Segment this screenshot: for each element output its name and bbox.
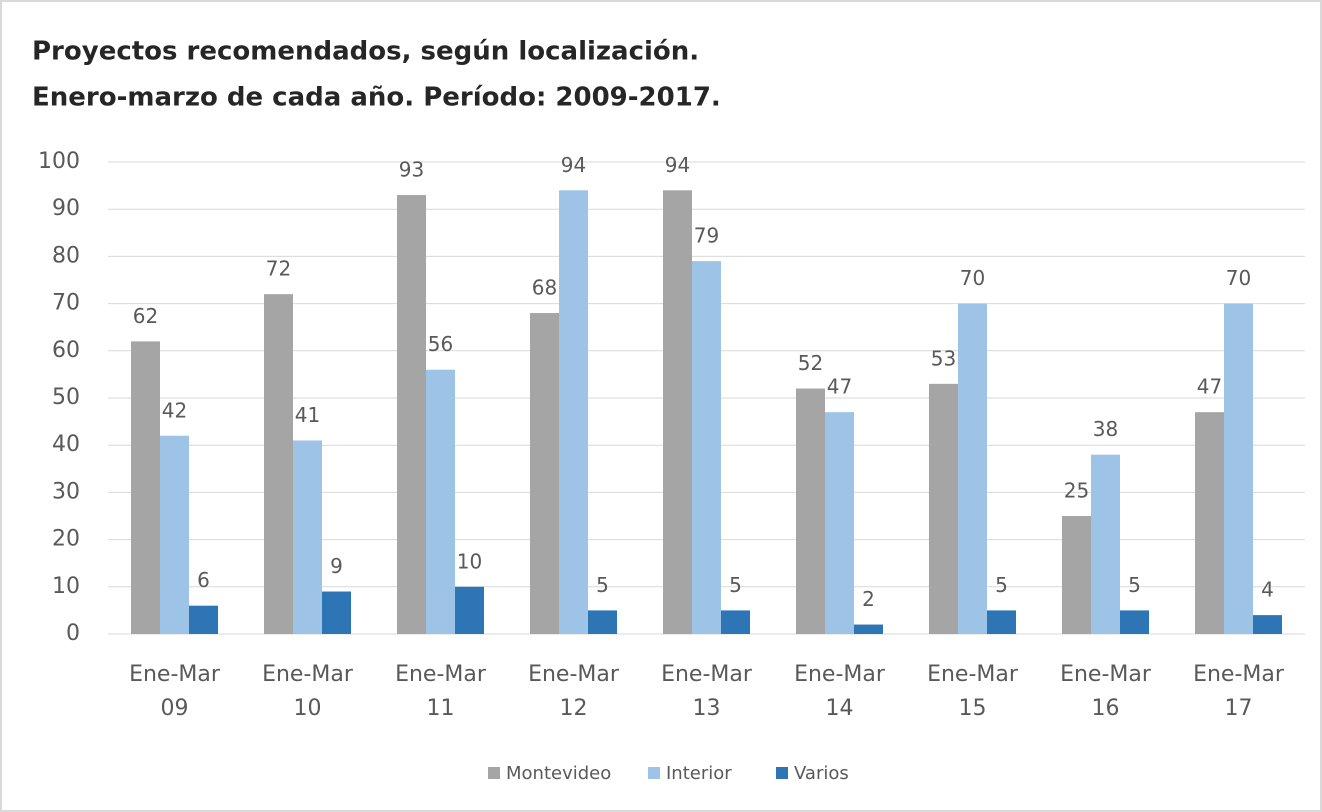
- data-label: 2: [862, 587, 875, 611]
- y-tick-label: 50: [52, 385, 80, 410]
- y-tick-label: 70: [52, 291, 80, 316]
- x-tick-label: Ene-Mar 15: [927, 662, 1018, 721]
- chart-subtitle: Enero-marzo de cada año. Período: 2009-2…: [32, 83, 721, 113]
- y-tick-label: 10: [52, 574, 80, 599]
- y-tick-label: 90: [52, 196, 80, 221]
- chart-title: Proyectos recomendados, según localizaci…: [32, 37, 699, 67]
- x-tick-label: Ene-Mar 10: [262, 662, 353, 721]
- data-label: 52: [798, 351, 823, 375]
- bar: [692, 261, 721, 634]
- data-label: 56: [428, 332, 453, 356]
- legend-swatch: [648, 767, 660, 779]
- bar: [929, 383, 958, 634]
- data-label: 68: [532, 276, 557, 300]
- bar: [293, 440, 322, 634]
- y-tick-label: 60: [52, 338, 80, 363]
- bar: [160, 435, 189, 634]
- bar: [1062, 516, 1091, 634]
- data-label: 5: [995, 573, 1008, 597]
- x-tick-label: Ene-Mar 12: [528, 662, 619, 721]
- data-label: 42: [162, 398, 187, 422]
- data-label: 5: [1128, 573, 1141, 597]
- bar: [796, 388, 825, 634]
- bar: [987, 610, 1016, 634]
- data-label: 47: [827, 375, 852, 399]
- data-label: 94: [665, 153, 690, 177]
- data-label: 94: [561, 153, 586, 177]
- data-label: 72: [266, 257, 291, 281]
- y-tick-label: 20: [52, 527, 80, 552]
- data-label: 79: [694, 224, 719, 248]
- data-label: 70: [1226, 266, 1251, 290]
- data-label: 10: [457, 549, 482, 573]
- data-label: 53: [931, 346, 956, 370]
- x-tick-label: Ene-Mar 09: [129, 662, 220, 721]
- bar: [397, 195, 426, 635]
- legend-label: Interior: [666, 763, 732, 784]
- bar: [1195, 412, 1224, 634]
- bar: [825, 412, 854, 634]
- data-label: 6: [197, 568, 210, 592]
- bar: [1091, 454, 1120, 634]
- x-tick-label: Ene-Mar 16: [1060, 662, 1151, 721]
- bar: [455, 586, 484, 634]
- bar: [721, 610, 750, 634]
- y-tick-label: 40: [52, 432, 80, 457]
- data-label: 9: [330, 554, 343, 578]
- data-label: 47: [1197, 375, 1222, 399]
- x-tick-label: Ene-Mar 17: [1193, 662, 1284, 721]
- data-label: 93: [399, 158, 424, 182]
- legend-swatch: [776, 767, 788, 779]
- bar: [559, 190, 588, 634]
- y-tick-label: 30: [52, 479, 80, 504]
- legend-label: Varios: [794, 763, 849, 784]
- legend-label: Montevideo: [506, 763, 611, 784]
- data-label: 5: [729, 573, 742, 597]
- bar: [663, 190, 692, 634]
- bar: [1120, 610, 1149, 634]
- bar: [530, 313, 559, 634]
- bar: [1253, 615, 1282, 634]
- data-label: 62: [133, 304, 158, 328]
- data-label: 38: [1093, 417, 1118, 441]
- legend-swatch: [488, 767, 500, 779]
- y-tick-label: 100: [38, 149, 80, 174]
- x-tick-label: Ene-Mar 13: [661, 662, 752, 721]
- bar: [958, 303, 987, 634]
- y-tick-label: 80: [52, 243, 80, 268]
- bar: [588, 610, 617, 634]
- data-label: 5: [596, 573, 609, 597]
- data-label: 70: [960, 266, 985, 290]
- bar: [189, 605, 218, 634]
- bar: [426, 369, 455, 634]
- x-tick-label: Ene-Mar 14: [794, 662, 885, 721]
- data-label: 41: [295, 403, 320, 427]
- bar: [854, 624, 883, 634]
- y-tick-label: 0: [66, 621, 80, 646]
- bar: [131, 341, 160, 634]
- bar: [322, 591, 351, 634]
- bar: [264, 294, 293, 634]
- x-tick-label: Ene-Mar 11: [395, 662, 486, 721]
- data-label: 25: [1064, 479, 1089, 503]
- bar: [1224, 303, 1253, 634]
- data-label: 4: [1261, 578, 1274, 602]
